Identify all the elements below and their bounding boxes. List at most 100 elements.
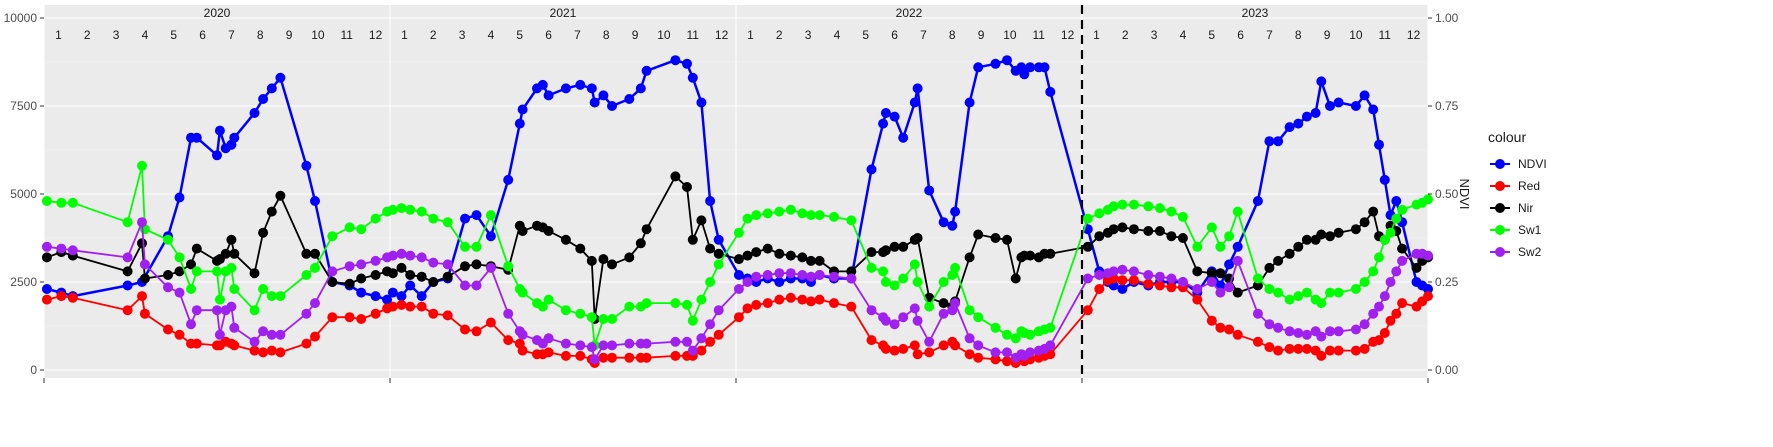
data-point-ndvi (1215, 280, 1226, 291)
data-point-ndvi (586, 83, 597, 94)
data-point-sw1 (1316, 298, 1327, 309)
data-point-red (1082, 305, 1093, 316)
data-point-sw2 (1293, 328, 1304, 338)
y-right-tick-label: 0.00 (1435, 363, 1459, 377)
data-point-red (705, 336, 716, 347)
data-point-sw1 (471, 241, 482, 252)
data-point-nir (191, 243, 202, 254)
data-point-red (814, 294, 825, 305)
data-point-nir (1166, 231, 1177, 242)
data-point-sw1 (751, 210, 762, 221)
data-point-sw1 (442, 217, 453, 228)
data-point-ndvi (1359, 90, 1370, 101)
data-point-red (275, 347, 286, 358)
data-point-sw1 (641, 298, 652, 309)
data-point-sw1 (428, 213, 439, 224)
data-point-nir (1397, 243, 1408, 254)
data-point-red (1423, 291, 1433, 302)
data-point-sw2 (889, 319, 900, 330)
data-point-red (471, 326, 482, 337)
data-point-red (396, 299, 407, 310)
data-point-nir (742, 250, 753, 261)
data-point-sw2 (705, 319, 716, 330)
data-point-red (1002, 356, 1012, 367)
data-point-sw1 (1025, 329, 1036, 340)
data-point-sw2 (1301, 329, 1312, 340)
data-point-red (1264, 342, 1275, 353)
data-point-sw1 (950, 262, 961, 273)
month-label: 8 (257, 28, 264, 42)
data-point-ndvi (560, 83, 571, 94)
data-point-nir (1143, 226, 1154, 236)
data-point-ndvi (1301, 111, 1312, 122)
data-point-sw2 (186, 319, 196, 330)
data-point-sw2 (266, 329, 277, 340)
data-point-sw2 (713, 305, 724, 316)
data-point-sw2 (682, 336, 692, 347)
data-point-red (751, 299, 762, 310)
data-point-sw2 (370, 255, 381, 266)
data-point-nir (1094, 231, 1105, 242)
data-point-sw2 (1154, 271, 1165, 282)
data-point-sw2 (67, 245, 78, 256)
data-point-sw2 (405, 250, 416, 261)
data-point-sw2 (1232, 255, 1243, 266)
data-point-sw1 (774, 206, 785, 217)
month-label: 9 (632, 28, 639, 42)
data-point-sw1 (310, 262, 320, 273)
data-point-sw2 (846, 273, 857, 284)
data-point-ndvi (1310, 108, 1321, 118)
data-point-red (67, 292, 78, 303)
data-point-sw1 (866, 262, 877, 273)
data-point-red (1374, 335, 1384, 346)
month-label: 1 (401, 28, 408, 42)
month-label: 4 (834, 28, 841, 42)
data-point-sw1 (1350, 284, 1361, 294)
legend-key-marker (1495, 159, 1505, 169)
legend-item-red: Red (1490, 179, 1540, 193)
data-point-nir (785, 250, 796, 261)
data-point-sw2 (226, 301, 237, 312)
data-point-ndvi (275, 72, 286, 83)
data-point-nir (898, 241, 909, 252)
data-point-sw1 (1423, 194, 1433, 205)
data-point-red (670, 350, 681, 361)
data-point-red (1128, 275, 1139, 286)
data-point-ndvi (1273, 136, 1284, 147)
data-point-nir (442, 271, 453, 282)
data-point-ndvi (950, 206, 961, 217)
data-point-sw1 (687, 315, 698, 326)
month-label: 12 (369, 28, 383, 42)
data-point-sw2 (586, 342, 597, 353)
data-point-red (1273, 345, 1284, 356)
data-point-nir (696, 215, 707, 226)
data-point-red (1143, 278, 1154, 289)
data-point-sw2 (1379, 291, 1390, 302)
data-point-nir (327, 277, 338, 287)
data-point-sw1 (990, 322, 1001, 333)
data-point-ndvi (1423, 284, 1433, 294)
data-point-sw2 (762, 270, 773, 280)
data-point-red (344, 312, 355, 323)
data-point-sw1 (1385, 227, 1396, 238)
data-point-sw2 (575, 340, 586, 351)
month-label: 9 (1324, 28, 1331, 42)
data-point-ndvi (912, 83, 923, 94)
data-point-sw2 (751, 271, 762, 282)
data-point-sw2 (1333, 326, 1344, 337)
data-point-sw2 (56, 243, 67, 254)
month-label: 6 (1237, 28, 1244, 42)
data-point-ndvi (607, 101, 617, 111)
data-point-nir (586, 255, 597, 266)
data-point-sw2 (229, 322, 240, 333)
month-label: 5 (862, 28, 869, 42)
data-point-sw1 (1010, 333, 1021, 344)
data-point-nir (258, 227, 269, 238)
month-label: 4 (142, 28, 149, 42)
data-point-sw2 (1206, 277, 1217, 287)
data-point-ndvi (898, 132, 909, 143)
data-point-sw2 (122, 252, 133, 263)
data-point-nir (1045, 248, 1056, 259)
data-point-red (1284, 343, 1295, 354)
data-point-sw1 (1284, 294, 1295, 305)
